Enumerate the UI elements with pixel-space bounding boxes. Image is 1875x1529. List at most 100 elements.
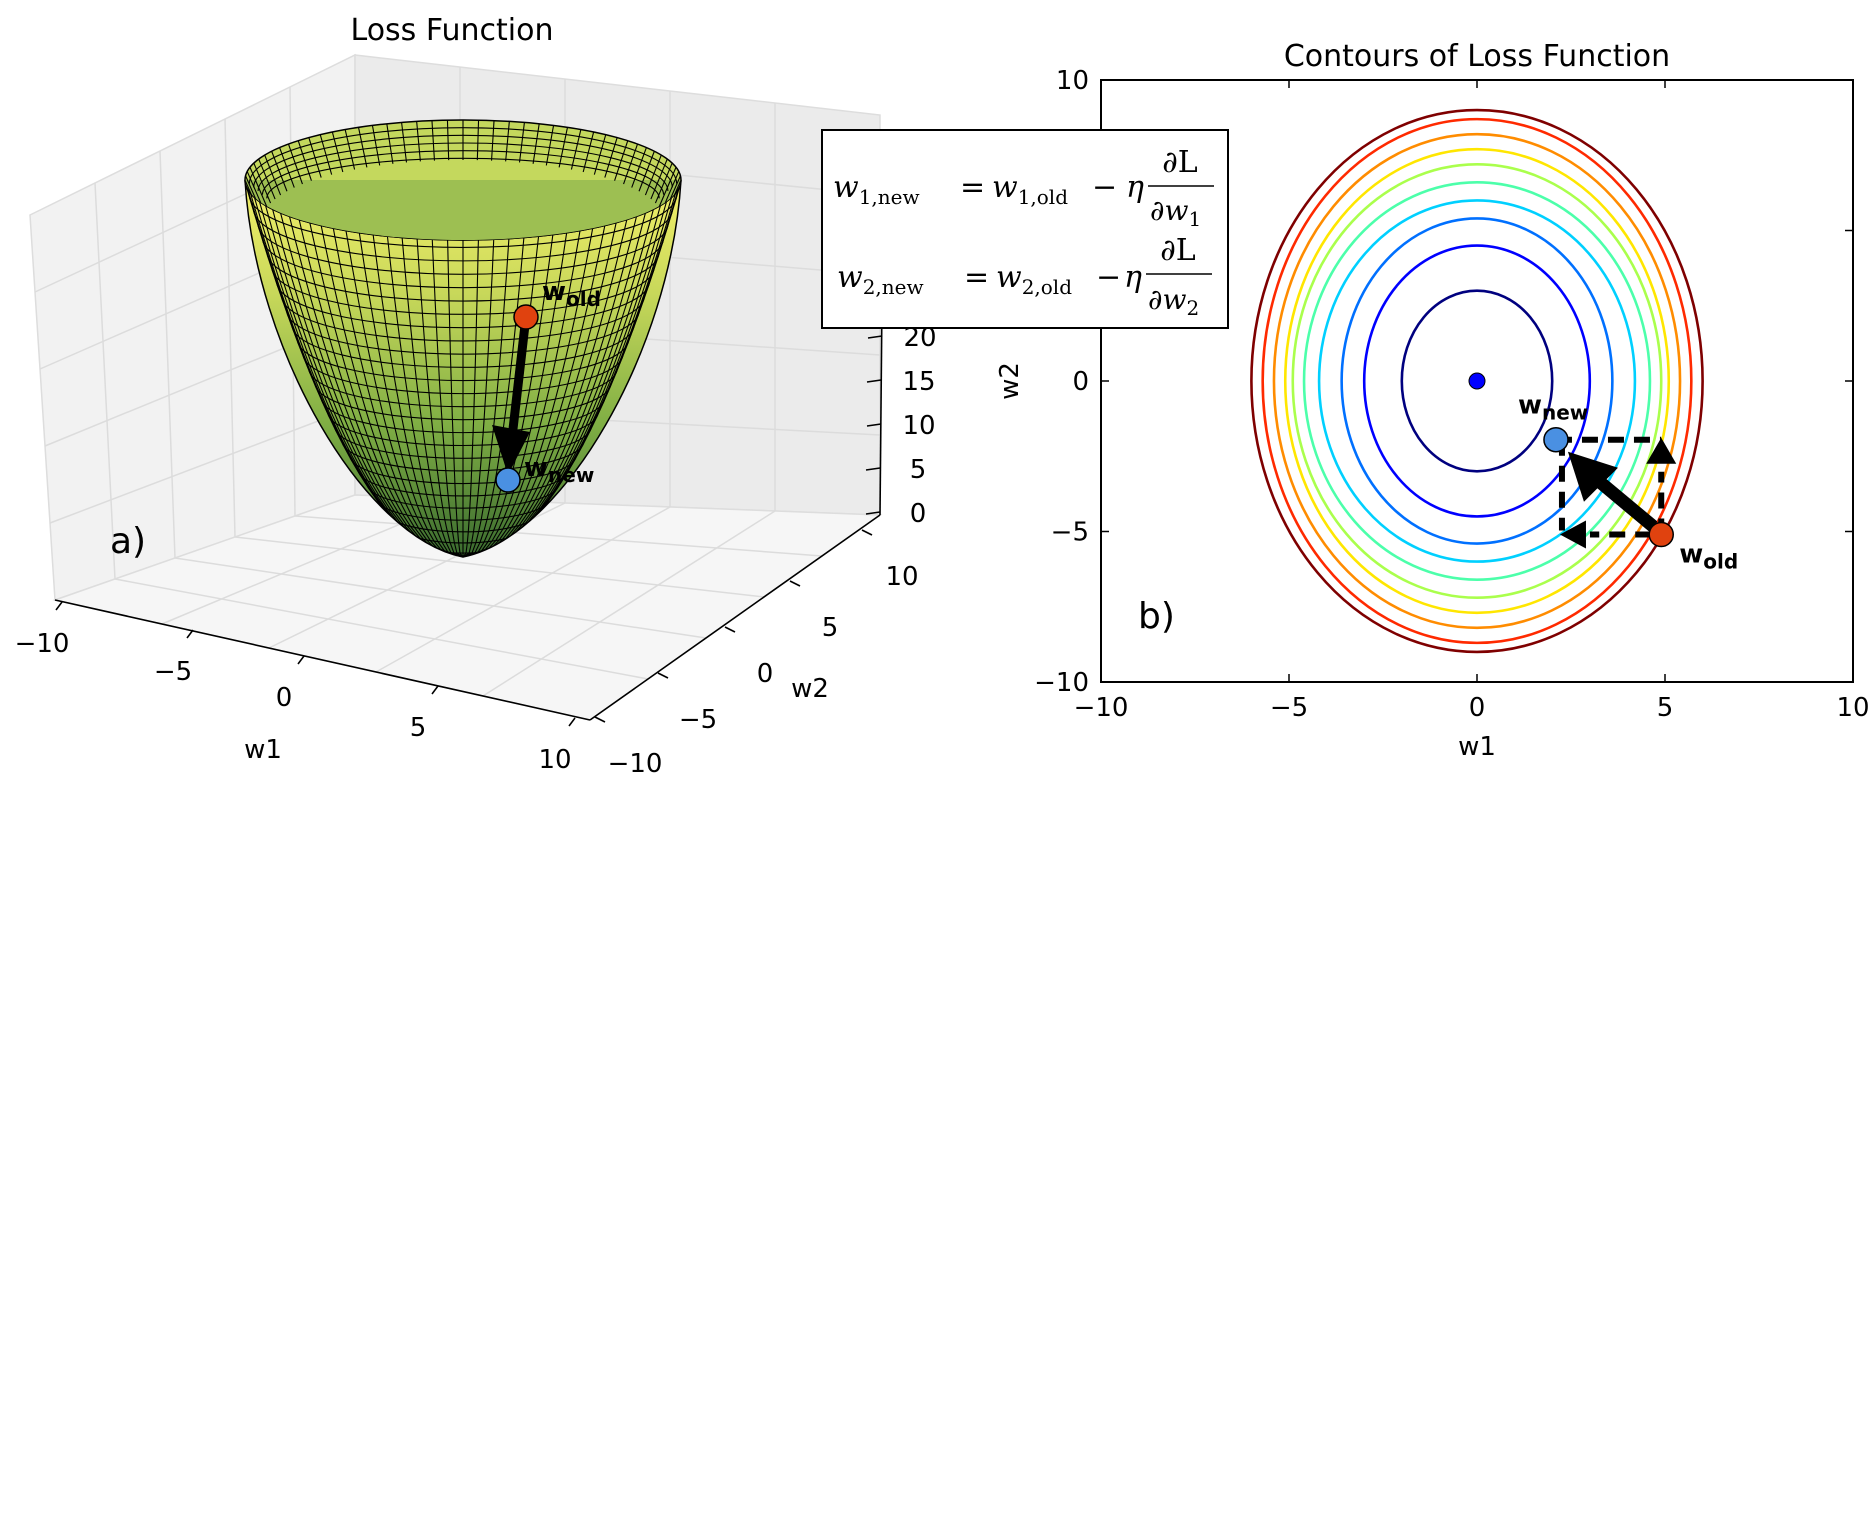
z-tick <box>865 511 881 515</box>
svg-text:∂w1: ∂w1 <box>1150 194 1201 231</box>
x-tick-label: −5 <box>1270 693 1308 723</box>
contour-line <box>1283 147 1671 615</box>
contour-lines <box>1250 108 1704 654</box>
w1-tick <box>297 655 305 665</box>
w2-tick-label: 0 <box>757 659 774 689</box>
w1-ticks: −10 −5 0 5 10 <box>15 601 576 775</box>
update-rule-box: w1,new = w1,old − η ∂L ∂w1 w2,new = w2,o… <box>821 129 1229 329</box>
w2-tick <box>789 580 801 587</box>
w2-tick-label: −10 <box>608 749 663 779</box>
z-tick <box>867 335 883 339</box>
w1-tick-label: −5 <box>154 657 192 687</box>
gridline <box>224 118 236 538</box>
gridline <box>375 506 671 673</box>
w1-axis-line <box>54 599 591 721</box>
contour-line <box>1317 199 1637 563</box>
w1-tick-label: 0 <box>276 683 293 713</box>
w-old-point-3d <box>513 304 539 330</box>
y-tick-label: 0 <box>1072 367 1089 397</box>
w2-tick <box>861 529 873 536</box>
y-tick-label: 10 <box>1056 66 1089 96</box>
w2-tick-label: 10 <box>885 562 918 592</box>
x-tick-label: 10 <box>1836 693 1869 723</box>
w2-ticks: −10 −5 0 5 10 <box>594 529 919 779</box>
svg-text:∂L: ∂L <box>1162 145 1198 180</box>
gridline <box>159 150 176 559</box>
contour-title: Contours of Loss Function <box>1284 39 1670 74</box>
x-tick-label: 5 <box>1657 693 1674 723</box>
svg-text:∂w2: ∂w2 <box>1148 283 1199 320</box>
x-tick-label: 0 <box>1469 693 1486 723</box>
svg-text:η: η <box>1126 170 1144 205</box>
z-tick-label: 5 <box>910 455 927 485</box>
w2-tick <box>657 672 669 679</box>
z-tick <box>866 379 882 383</box>
panel-a-label: a) <box>110 521 146 562</box>
w2-tick-label: −5 <box>679 705 717 735</box>
contour-ylabel: w2 <box>995 362 1025 400</box>
gradient-step-arrowhead <box>1567 451 1618 502</box>
w-new-point-3d <box>495 467 521 493</box>
surface-ylabel: w2 <box>791 674 829 704</box>
contour-line <box>1400 289 1554 473</box>
contour-line <box>1291 162 1663 600</box>
z-tick <box>865 467 881 471</box>
w1-tick <box>431 685 439 695</box>
w2-tick <box>594 716 606 723</box>
y-tick-label: −5 <box>1051 518 1089 548</box>
gridline <box>294 515 823 557</box>
w-old-label: wold <box>1679 540 1738 574</box>
descent-arrowhead-3d <box>492 425 530 475</box>
w-new-label: wnew <box>1518 391 1588 425</box>
w1-tick <box>568 717 576 727</box>
contour-line <box>1340 217 1614 545</box>
w1-tick-label: 10 <box>538 745 571 775</box>
gridline <box>174 557 707 639</box>
gridline <box>234 536 765 598</box>
y-tick-label: −10 <box>1034 668 1089 698</box>
dash-up-head <box>1646 437 1677 464</box>
gridline <box>482 510 776 697</box>
z-tick-label: 10 <box>902 411 935 441</box>
w-old-label-3d: wold <box>542 277 601 311</box>
w1-tick <box>55 601 63 611</box>
w-new-label-3d: wnew <box>524 453 594 487</box>
w1-tick-label: 5 <box>410 713 427 743</box>
contour-line <box>1250 108 1704 654</box>
z-tick-label: 0 <box>910 499 927 529</box>
w2-axis-line <box>589 514 881 721</box>
dash-left-head <box>1559 520 1586 549</box>
w2-tick-label: 5 <box>822 613 839 643</box>
z-tick <box>866 423 882 427</box>
contour-xlabel: w1 <box>1458 732 1496 762</box>
svg-text:w1,old: w1,old <box>992 170 1068 209</box>
w1-tick <box>186 629 194 639</box>
contour-line <box>1362 244 1592 518</box>
x-tick-label: −10 <box>1074 693 1129 723</box>
svg-text:−: − <box>1092 170 1117 205</box>
svg-text:=: = <box>964 260 989 295</box>
loss-surface <box>244 119 682 558</box>
equation-box <box>821 129 1229 329</box>
w2-tick <box>724 626 736 633</box>
svg-text:=: = <box>960 170 985 205</box>
surface-xlabel: w1 <box>244 735 282 765</box>
contour-line <box>1272 132 1682 630</box>
w1-tick-label: −10 <box>15 629 70 659</box>
gridline <box>94 182 116 580</box>
panel-b-label: b) <box>1138 596 1175 637</box>
svg-text:∂L: ∂L <box>1160 233 1196 268</box>
svg-text:w1,new: w1,new <box>833 170 920 209</box>
svg-text:w2,new: w2,new <box>837 260 924 299</box>
svg-text:−: − <box>1096 260 1121 295</box>
svg-text:w2,old: w2,old <box>996 260 1072 299</box>
surface-title: Loss Function <box>351 13 554 48</box>
contour-line <box>1302 181 1652 581</box>
contour-line <box>1261 117 1693 645</box>
svg-text:η: η <box>1124 260 1142 295</box>
w-new-point <box>1543 426 1569 453</box>
equation-w2: w2,new = w2,old − η ∂L ∂w2 <box>837 233 1212 320</box>
gridline <box>114 578 649 680</box>
